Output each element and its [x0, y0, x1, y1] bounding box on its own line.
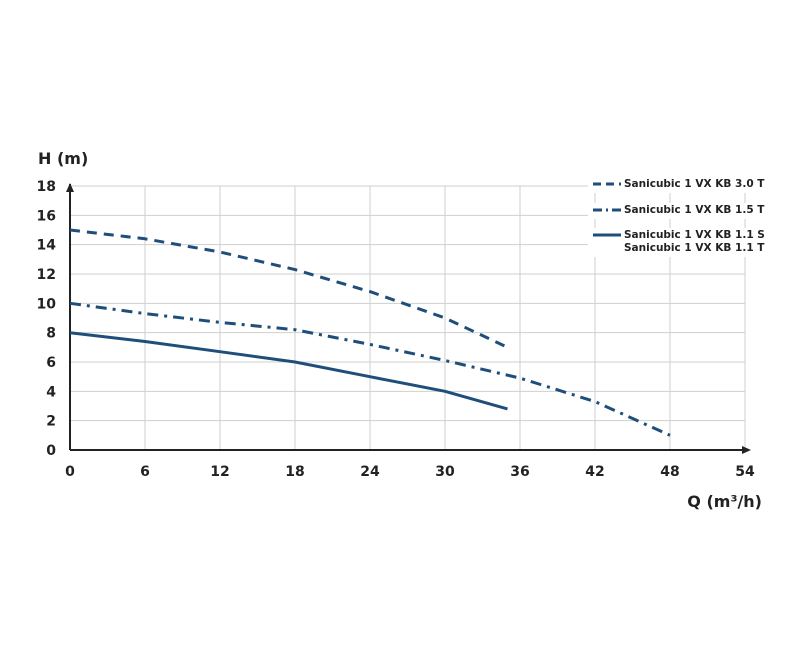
y-tick-label: 14 [37, 238, 57, 254]
x-axis-arrow [742, 446, 751, 454]
y-axis-title: H (m) [38, 149, 88, 168]
y-tick-label: 10 [37, 296, 57, 312]
x-tick-label: 0 [65, 464, 75, 480]
x-tick-label: 30 [435, 464, 455, 480]
axes [66, 183, 751, 454]
x-axis-title: Q (m³/h) [687, 492, 762, 511]
y-tick-label: 6 [46, 355, 56, 371]
legend-entry-label: Sanicubic 1 VX KB 1.1 T [624, 242, 765, 254]
y-tick-label: 16 [37, 208, 56, 224]
legend-background [588, 177, 768, 193]
grid [70, 185, 746, 450]
legend-entry-label: Sanicubic 1 VX KB 1.1 S [624, 229, 765, 241]
y-tick-label: 2 [46, 414, 56, 430]
series-lines [69, 228, 671, 437]
legend-entry-label: Sanicubic 1 VX KB 1.5 T [624, 204, 765, 216]
series-line-dashed [69, 228, 509, 349]
y-axis-arrow [66, 183, 74, 192]
legend: Sanicubic 1 VX KB 3.0 T Sanicubic 1 VX KB… [588, 177, 768, 257]
x-tick-label: 12 [210, 464, 229, 480]
x-tick-label: 6 [140, 464, 150, 480]
x-tick-label: 48 [660, 464, 679, 480]
y-tick-label: 18 [37, 179, 56, 195]
x-tick-label: 54 [735, 464, 755, 480]
legend-background [588, 203, 768, 219]
legend-background [588, 228, 768, 257]
y-tick-label: 8 [46, 326, 56, 342]
y-tick-label: 4 [46, 384, 56, 400]
x-tick-label: 42 [585, 464, 604, 480]
y-tick-label: 0 [46, 443, 56, 459]
x-tick-label: 24 [360, 464, 380, 480]
y-tick-label: 12 [37, 267, 56, 283]
x-tick-label: 18 [285, 464, 304, 480]
x-tick-label: 36 [510, 464, 529, 480]
legend-entry-label: Sanicubic 1 VX KB 3.0 T [624, 178, 765, 190]
series-line-solid [69, 331, 508, 411]
